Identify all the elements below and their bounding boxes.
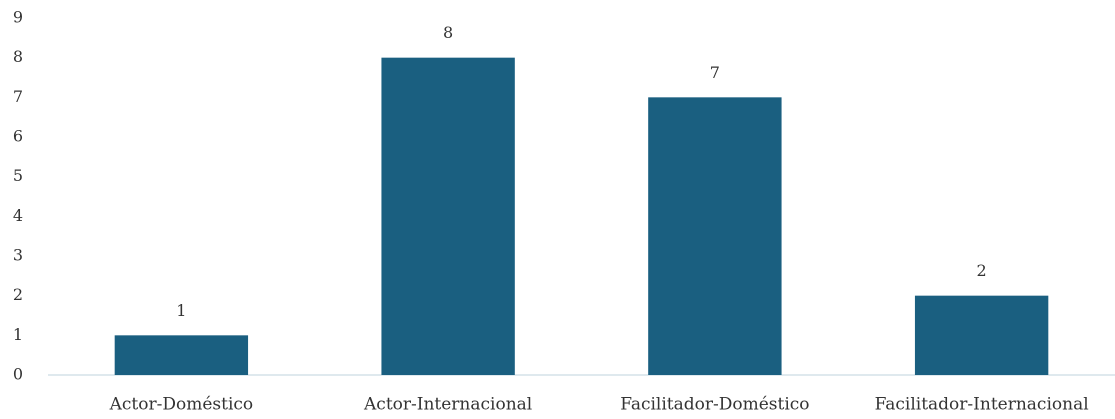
- y-tick-label: 9: [13, 8, 23, 27]
- data-label: 2: [977, 261, 987, 280]
- x-tick-label: Actor-Doméstico: [109, 395, 254, 415]
- y-tick-label: 1: [13, 325, 23, 344]
- y-tick-label: 8: [13, 47, 23, 66]
- data-label: 8: [443, 23, 453, 42]
- data-label: 7: [710, 63, 720, 82]
- data-label: 1: [176, 301, 186, 320]
- y-tick-label: 6: [13, 127, 23, 146]
- bar: [914, 295, 1049, 375]
- y-tick-label: 0: [13, 365, 23, 384]
- x-tick-label: Actor-Internacional: [363, 395, 532, 415]
- y-tick-label: 7: [13, 87, 23, 106]
- x-tick-label: Facilitador-Internacional: [875, 395, 1089, 415]
- y-tick-label: 3: [13, 246, 23, 265]
- bar: [381, 57, 515, 376]
- bar: [114, 335, 249, 375]
- y-tick-label: 2: [13, 285, 23, 304]
- y-tick-label: 4: [13, 206, 23, 225]
- x-tick-label: Facilitador-Doméstico: [620, 395, 809, 415]
- y-tick-label: 5: [13, 166, 23, 185]
- bar: [648, 97, 782, 375]
